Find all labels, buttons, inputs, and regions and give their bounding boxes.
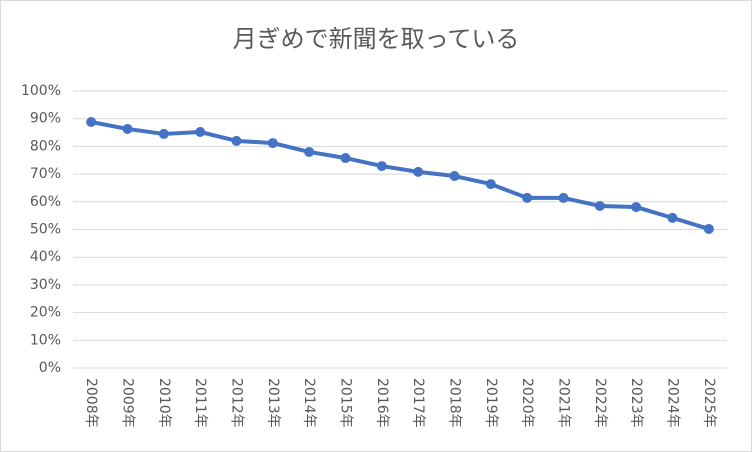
- point: [449, 171, 460, 182]
- x-tick-label: 2018年: [447, 378, 463, 428]
- point: [267, 138, 278, 149]
- y-tick-label: 80%: [30, 138, 61, 154]
- point: [86, 117, 97, 128]
- x-tick-label: 2008年: [83, 378, 99, 428]
- x-tick-label: 2024年: [665, 378, 681, 428]
- point: [304, 146, 315, 157]
- x-tick-label: 2015年: [338, 378, 354, 428]
- x-tick-label: 2025年: [701, 378, 717, 428]
- x-tick-label: 2021年: [556, 378, 572, 428]
- y-tick-label: 100%: [21, 83, 61, 99]
- point: [594, 200, 605, 211]
- y-tick-label: 90%: [30, 111, 61, 127]
- x-tick-label: 2013年: [265, 378, 281, 428]
- point: [122, 123, 133, 134]
- x-tick-label: 2016年: [374, 378, 390, 428]
- x-tick-label: 2017年: [410, 378, 426, 428]
- point: [667, 212, 678, 223]
- y-tick-label: 60%: [30, 194, 61, 210]
- chart-title: 月ぎめで新聞を取っている: [233, 25, 520, 53]
- point: [485, 179, 496, 190]
- point: [413, 166, 424, 177]
- y-tick-label: 10%: [30, 332, 61, 348]
- point: [158, 128, 169, 139]
- point: [703, 223, 714, 234]
- y-tick-label: 20%: [30, 305, 61, 321]
- point: [376, 161, 387, 172]
- line: [90, 120, 710, 231]
- point: [195, 126, 206, 137]
- point: [558, 192, 569, 203]
- x-tick-label: 2012年: [229, 378, 245, 428]
- point: [231, 135, 242, 146]
- x-tick-label: 2011年: [192, 378, 208, 428]
- y-tick-label: 30%: [30, 277, 61, 293]
- x-tick-label: 2020年: [519, 378, 535, 428]
- point: [522, 192, 533, 203]
- x-tick-label: 2009年: [120, 378, 136, 428]
- x-tick-label: 2014年: [301, 378, 317, 428]
- point: [631, 202, 642, 213]
- x-tick-label: 2019年: [483, 378, 499, 428]
- y-tick-label: 40%: [30, 249, 61, 265]
- x-tick-label: 2023年: [628, 378, 644, 428]
- x-tick-label: 2010年: [156, 378, 172, 428]
- y-tick-label: 70%: [30, 166, 61, 182]
- y-tick-label: 0%: [39, 360, 61, 376]
- y-tick-label: 50%: [30, 222, 61, 238]
- x-tick-label: 2022年: [592, 378, 608, 428]
- point: [340, 153, 351, 164]
